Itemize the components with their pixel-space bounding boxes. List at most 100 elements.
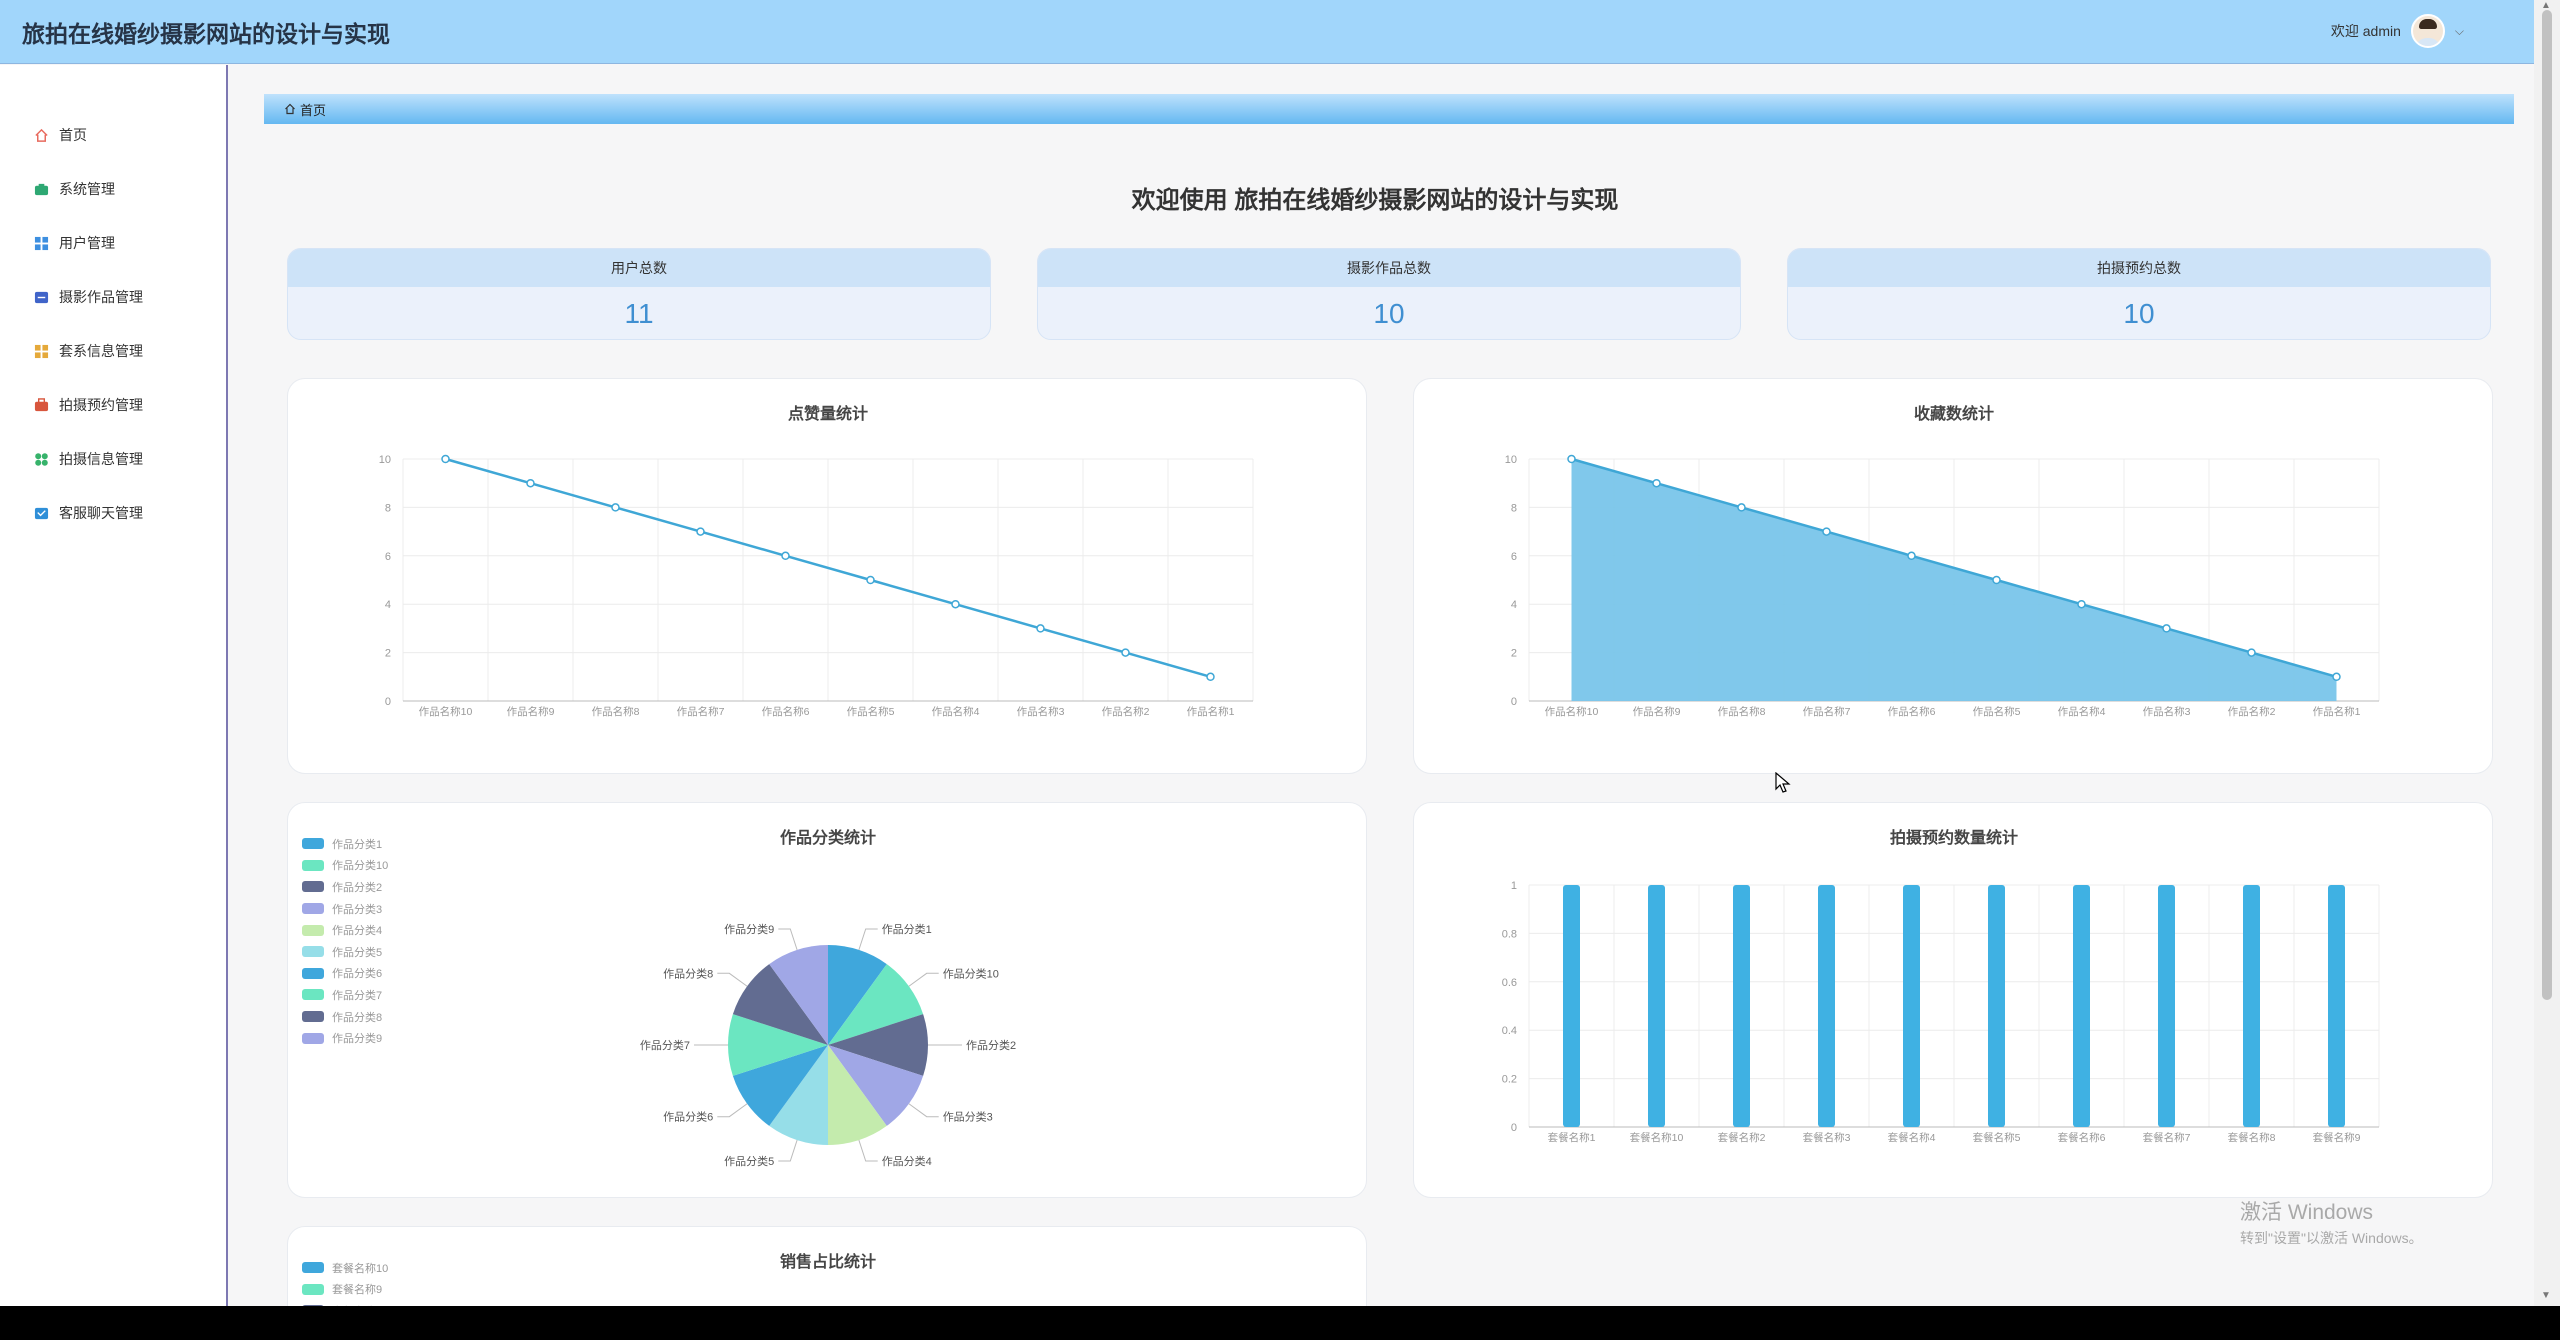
sales-chart-panel: 销售占比统计 套餐名称10 套餐名称9 套餐名称8 xyxy=(287,1226,1367,1306)
legend-item[interactable]: 作品分类3 xyxy=(302,898,388,920)
bar xyxy=(1648,885,1665,1127)
y-tick-label: 0 xyxy=(385,696,391,708)
y-tick-label: 8 xyxy=(385,502,391,514)
pie-slice xyxy=(828,1045,924,1126)
pie-slice-label: 作品分类5 xyxy=(724,1154,774,1168)
sidebar-item-home[interactable]: 首页 xyxy=(34,121,87,149)
likes-chart-panel: 点赞量统计 0 2 4 6 8 10 作品名称10 作品名称9 作品名称8 作品名称7 作品名称6 作品… xyxy=(287,378,1367,774)
bar xyxy=(2328,885,2345,1127)
sidebar-item-bookings[interactable]: 拍摄预约管理 xyxy=(34,391,143,419)
stat-value: 11 xyxy=(624,298,654,329)
legend-label: 套餐名称8 xyxy=(332,1303,382,1307)
x-tick-label: 作品名称5 xyxy=(847,705,895,718)
chart-title: 作品分类统计 xyxy=(780,828,876,847)
pie-slice xyxy=(732,1045,828,1126)
x-tick-label: 套餐名称8 xyxy=(2228,1131,2276,1144)
y-tick-label: 2 xyxy=(385,648,391,660)
legend-swatch xyxy=(302,989,324,1001)
legend-item[interactable]: 作品分类1 xyxy=(302,833,388,855)
favorites-area-chart: 收藏数统计 0 2 4 6 8 10 作品名称10 作品名称9 作品名称8 作品名称7 作品名称6 作品… xyxy=(1505,404,2380,718)
scroll-thumb[interactable] xyxy=(2542,10,2552,1000)
legend-item[interactable]: 作品分类7 xyxy=(302,984,388,1006)
legend-swatch xyxy=(302,881,324,893)
bar xyxy=(2243,885,2260,1127)
pie-slice-label: 作品分类8 xyxy=(663,966,713,980)
legend-swatch xyxy=(302,1262,324,1274)
series-line xyxy=(1571,457,2337,679)
x-tick-label: 作品名称3 xyxy=(1017,705,1065,718)
pie-slice-label: 作品分类3 xyxy=(943,1110,993,1124)
legend-item[interactable]: 作品分类6 xyxy=(302,963,388,985)
scroll-down-icon[interactable]: ▼ xyxy=(2541,1290,2551,1301)
sidebar-item-packages[interactable]: 套系信息管理 xyxy=(34,337,143,365)
category-chart-panel: 作品分类统计 作品分类1 作品分类10 作品分类2 作品分类3 作品分类4 作品分类5 作品分… xyxy=(287,802,1367,1198)
bar xyxy=(1818,885,1835,1127)
legend-item[interactable]: 作品分类2 xyxy=(302,876,388,898)
legend-swatch xyxy=(302,838,324,850)
booking-icon xyxy=(34,397,49,411)
pie-slice-label: 作品分类6 xyxy=(663,1110,713,1124)
pie-slice-label: 作品分类10 xyxy=(943,966,999,980)
user-menu[interactable]: 欢迎 admin ⌵ xyxy=(2331,14,2464,48)
legend-item[interactable]: 套餐名称10 xyxy=(302,1257,388,1279)
sidebar-item-label: 摄影作品管理 xyxy=(59,289,143,305)
legend-label: 作品分类9 xyxy=(332,1033,383,1046)
data-point xyxy=(2077,599,2086,609)
series-line xyxy=(445,457,1211,679)
legend-item[interactable]: 作品分类10 xyxy=(302,855,388,877)
sidebar-item-label: 客服聊天管理 xyxy=(59,505,143,521)
legend-item[interactable]: 作品分类8 xyxy=(302,1006,388,1028)
x-tick-label: 套餐名称1 xyxy=(1548,1131,1596,1144)
x-tick-label: 作品名称9 xyxy=(507,705,555,718)
legend-item[interactable]: 作品分类5 xyxy=(302,941,388,963)
sales-pie-chart: 销售占比统计 xyxy=(780,1252,876,1271)
pie-slice-label: 作品分类7 xyxy=(640,1038,690,1052)
y-tick-label: 0 xyxy=(1511,1122,1517,1134)
sidebar-item-photos[interactable]: 摄影作品管理 xyxy=(34,283,143,311)
breadcrumb-home[interactable]: 首页 xyxy=(300,102,327,118)
data-point xyxy=(1907,551,1916,561)
sidebar-item-label: 系统管理 xyxy=(59,181,115,197)
y-tick-label: 0 xyxy=(1511,696,1517,708)
pie-slice xyxy=(769,945,828,1045)
pie-label-line xyxy=(908,1103,939,1118)
bar xyxy=(2158,885,2175,1127)
breadcrumb: 首页 xyxy=(264,94,2514,124)
stat-label: 摄影作品总数 xyxy=(1038,249,1740,287)
y-tick-label: 6 xyxy=(1511,551,1517,563)
legend-item[interactable]: 套餐名称9 xyxy=(302,1279,388,1301)
sidebar-item-shoot-info[interactable]: 拍摄信息管理 xyxy=(34,445,143,473)
data-point xyxy=(2162,624,2171,633)
bar xyxy=(1563,885,1580,1127)
sidebar-item-users[interactable]: 用户管理 xyxy=(34,229,115,257)
legend-item[interactable]: 作品分类4 xyxy=(302,919,388,941)
data-point xyxy=(611,503,620,512)
category-legend: 作品分类1 作品分类10 作品分类2 作品分类3 作品分类4 作品分类5 作品分类6 作品分类… xyxy=(302,833,388,1049)
info-icon xyxy=(35,452,48,466)
app-window: 旅拍在线婚纱摄影网站的设计与实现 欢迎 admin ⌵ 首页 系统管理 用户管理… xyxy=(0,0,2560,1306)
legend-swatch xyxy=(302,1283,324,1295)
sidebar-item-chat[interactable]: 客服聊天管理 xyxy=(34,499,143,527)
sidebar-item-system[interactable]: 系统管理 xyxy=(34,175,115,203)
data-point xyxy=(2247,648,2256,657)
sales-legend: 套餐名称10 套餐名称9 套餐名称8 xyxy=(302,1257,388,1306)
scroll-up-icon[interactable]: ▲ xyxy=(2541,0,2551,11)
legend-item[interactable]: 套餐名称8 xyxy=(302,1300,388,1306)
legend-item[interactable]: 作品分类9 xyxy=(302,1027,388,1049)
welcome-text: 欢迎 admin xyxy=(2330,23,2401,39)
vertical-scrollbar[interactable]: ▲ ▼ xyxy=(2534,0,2560,1306)
chevron-down-icon[interactable]: ⌵ xyxy=(2454,23,2464,38)
pie-label-line xyxy=(858,1139,878,1162)
y-tick-label: 4 xyxy=(1511,599,1517,611)
x-tick-label: 套餐名称3 xyxy=(1803,1131,1851,1144)
chart-title: 销售占比统计 xyxy=(780,1252,876,1271)
data-point xyxy=(526,478,535,488)
x-tick-label: 套餐名称5 xyxy=(1973,1131,2021,1144)
data-point xyxy=(866,575,875,585)
pie-label-line xyxy=(778,928,798,951)
data-point xyxy=(1036,624,1045,633)
data-point xyxy=(1652,478,1661,488)
pie-slice-label: 作品分类2 xyxy=(966,1038,1016,1052)
avatar[interactable] xyxy=(2410,14,2445,48)
x-tick-label: 作品名称10 xyxy=(419,705,473,718)
